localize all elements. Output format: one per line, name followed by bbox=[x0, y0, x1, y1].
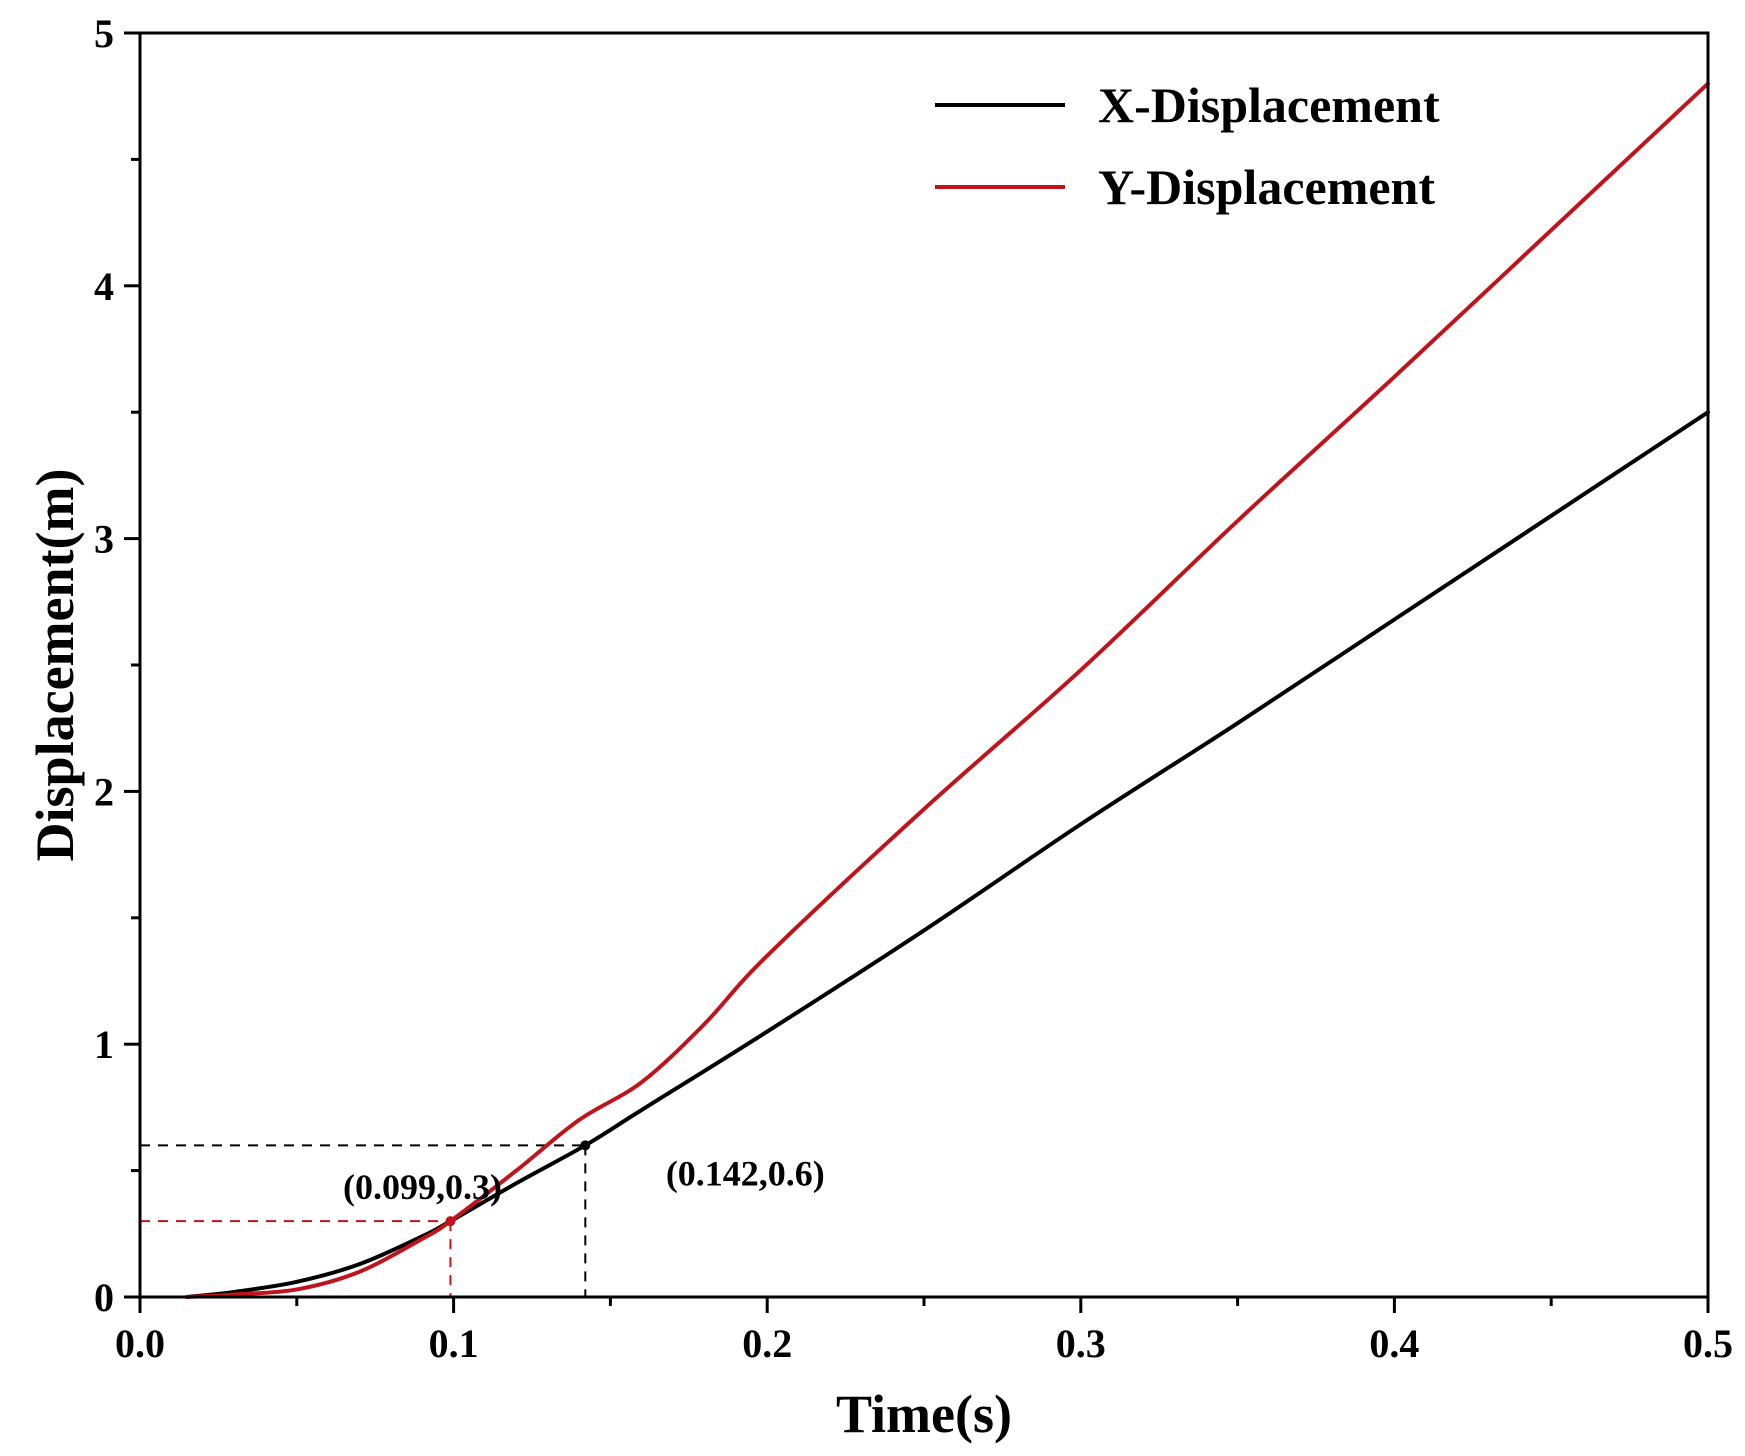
annotation-label: (0.142,0.6) bbox=[666, 1153, 825, 1193]
x-tick-label: 0.3 bbox=[1056, 1321, 1106, 1366]
x-tick-label: 0.0 bbox=[115, 1321, 165, 1366]
x-tick-label: 0.2 bbox=[742, 1321, 792, 1366]
y-tick-label: 4 bbox=[94, 264, 114, 309]
series-line-y-displacement bbox=[185, 81, 1710, 1299]
series-line-x-displacement bbox=[185, 410, 1710, 1299]
legend: X-Displacement Y-Displacement bbox=[935, 77, 1440, 215]
annotation-point bbox=[580, 1140, 591, 1151]
annotation-label: (0.099,0.3) bbox=[343, 1167, 502, 1207]
y-tick-label: 2 bbox=[94, 769, 114, 814]
y-tick-label: 3 bbox=[94, 517, 114, 562]
x-tick-label: 0.1 bbox=[429, 1321, 479, 1366]
y-tick-label: 5 bbox=[94, 11, 114, 56]
y-axis-title: Displacement(m) bbox=[25, 469, 85, 862]
y-tick-label: 0 bbox=[94, 1275, 114, 1320]
annotation-markers bbox=[445, 1140, 591, 1227]
x-axis-title: Time(s) bbox=[836, 1384, 1012, 1444]
minor-ticks bbox=[131, 157, 1553, 1306]
x-tick-label: 0.5 bbox=[1683, 1321, 1733, 1366]
annotation-point bbox=[445, 1216, 456, 1227]
major-ticks bbox=[124, 31, 1710, 1313]
x-tick-label: 0.4 bbox=[1369, 1321, 1419, 1366]
annotation-guides bbox=[140, 1144, 587, 1297]
tick-labels: 0.0 0.1 0.2 0.3 0.4 0.5 0 1 2 3 4 5 bbox=[94, 11, 1733, 1366]
plot-frame bbox=[138, 31, 1710, 1299]
legend-label: Y-Displacement bbox=[1098, 159, 1435, 215]
y-tick-label: 1 bbox=[94, 1022, 114, 1067]
legend-label: X-Displacement bbox=[1098, 77, 1440, 133]
annotation-labels: (0.099,0.3) (0.142,0.6) bbox=[343, 1153, 825, 1207]
series-lines bbox=[185, 81, 1710, 1299]
